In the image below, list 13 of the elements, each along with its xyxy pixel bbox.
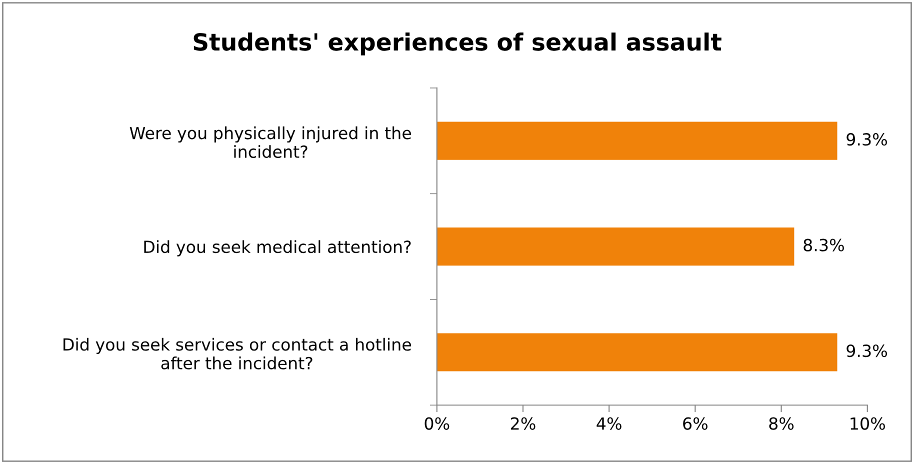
y-tick-label: Did you seek services or contact a hotline after the incident? <box>64 338 412 370</box>
x-tick-label: 2% <box>510 417 536 430</box>
x-tick-label: 4% <box>596 417 622 430</box>
x-tick-label: 6% <box>683 417 708 430</box>
data-label: 9.3% <box>846 344 888 358</box>
data-label: 8.3% <box>804 238 844 252</box>
data-label: 9.3% <box>846 133 888 146</box>
x-tick-label: 8% <box>769 417 794 430</box>
y-tick-label: Did you seek medical attention? <box>144 240 411 256</box>
x-tick-label: 10% <box>850 417 885 430</box>
x-tick-label: 0% <box>424 417 450 430</box>
chart-title: Students' experiences of sexual assault <box>194 32 722 56</box>
y-tick-label: Were you physically injured in the incident? <box>130 126 412 158</box>
